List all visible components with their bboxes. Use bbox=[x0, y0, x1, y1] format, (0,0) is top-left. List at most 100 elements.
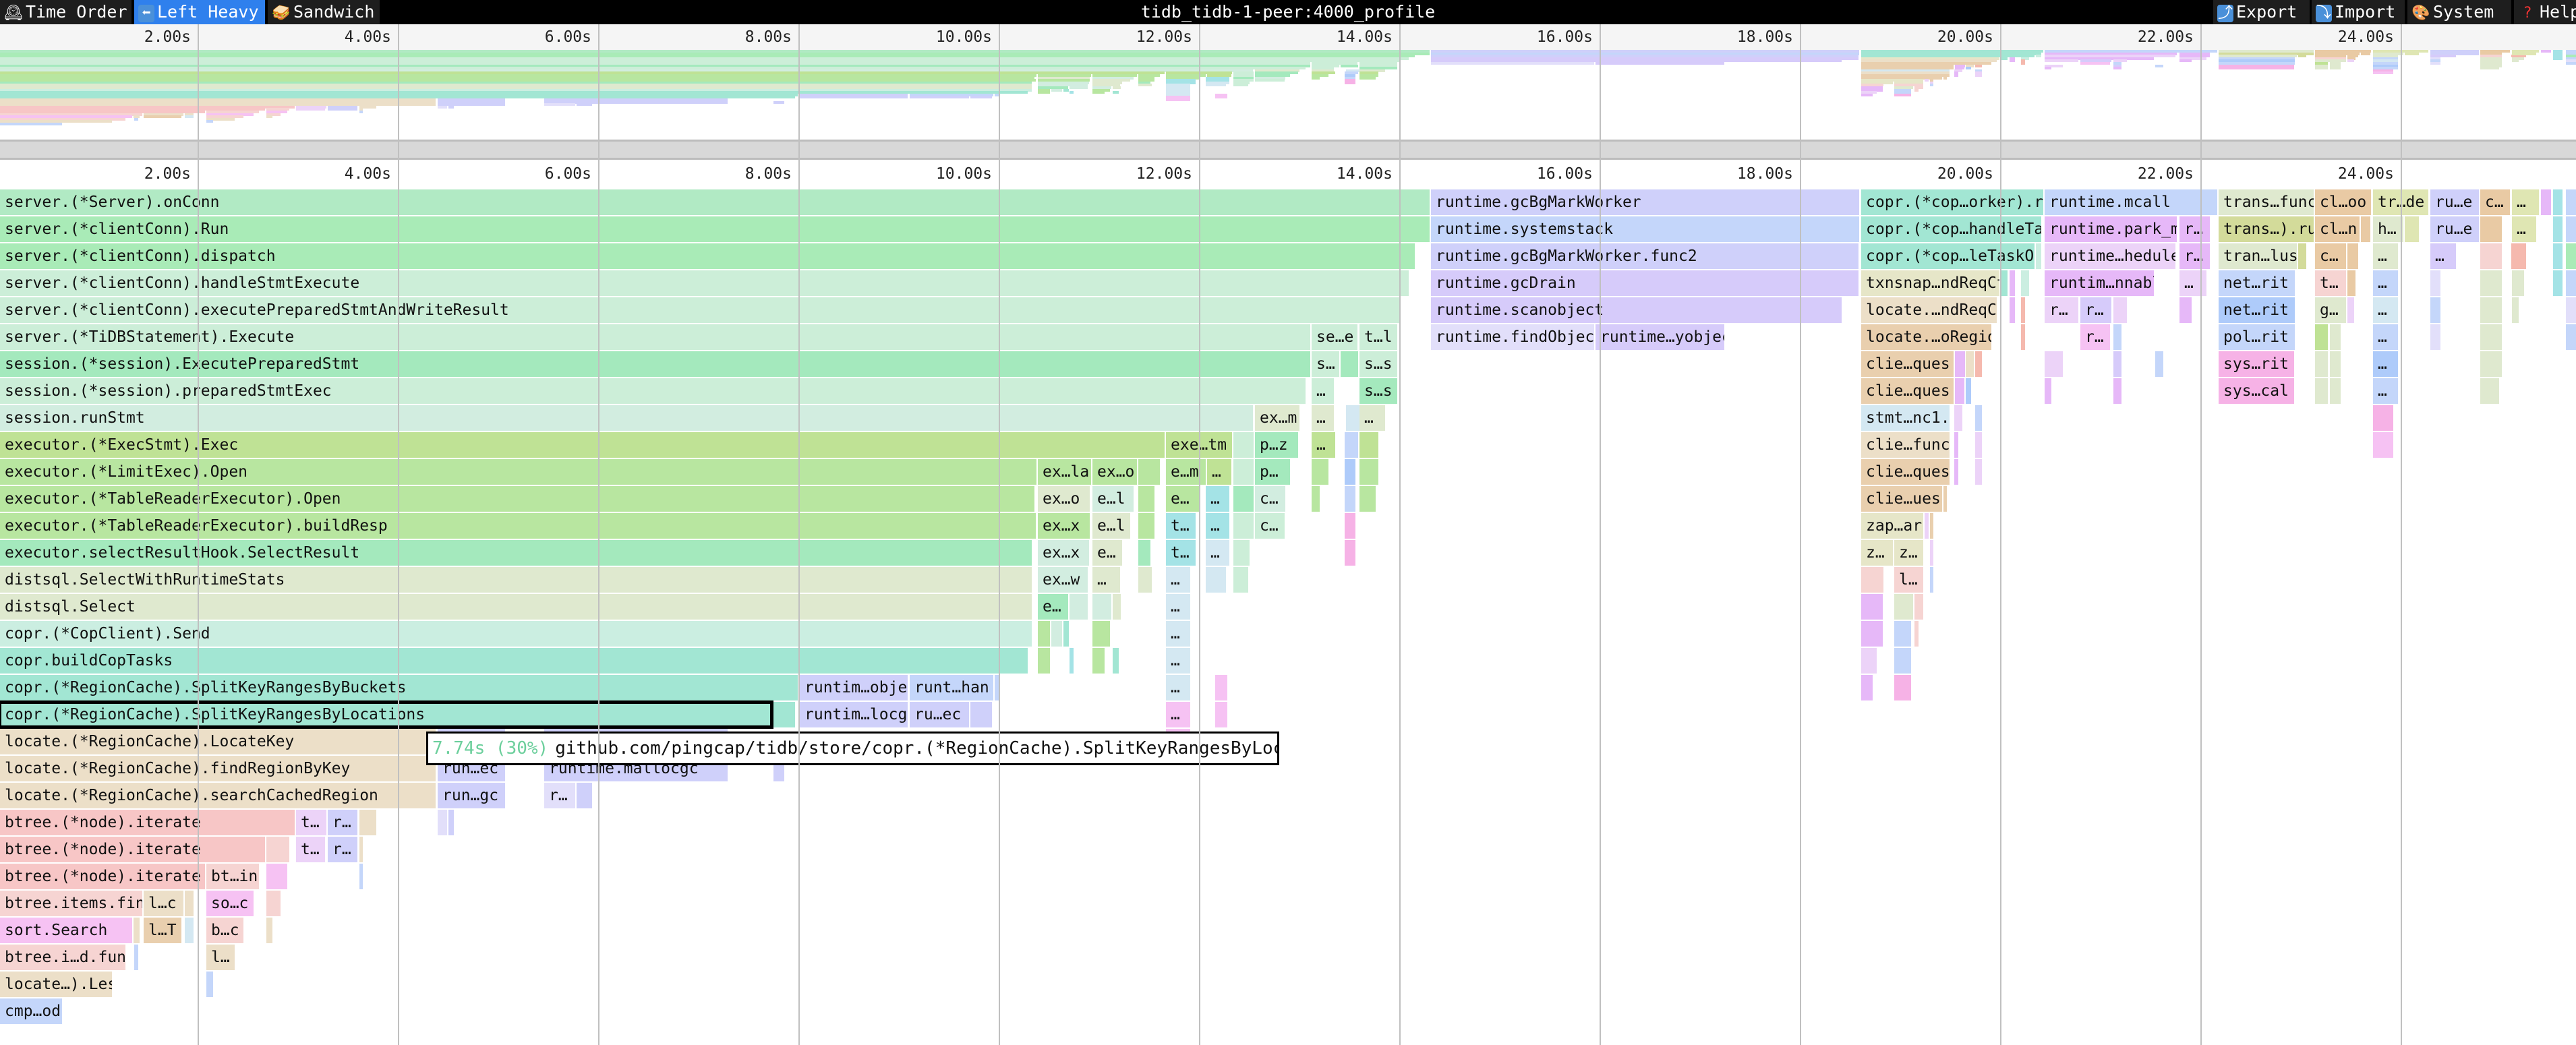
flame-frame[interactable]: p…z bbox=[1255, 432, 1298, 458]
flame-frame[interactable] bbox=[1092, 621, 1110, 647]
flame-frame[interactable] bbox=[2113, 351, 2121, 377]
flame-frame[interactable]: runtime.systemstack bbox=[1431, 216, 1859, 242]
flame-frame[interactable] bbox=[1914, 621, 1919, 647]
flame-frame[interactable] bbox=[1233, 432, 1254, 458]
flame-frame[interactable] bbox=[2361, 216, 2370, 242]
flame-frame[interactable]: l…c bbox=[144, 891, 183, 916]
flame-frame[interactable] bbox=[2566, 189, 2576, 215]
flame-frame[interactable] bbox=[1233, 540, 1250, 566]
flame-frame[interactable] bbox=[970, 702, 992, 727]
flame-frame[interactable]: server.(*clientConn).executePreparedStmt… bbox=[0, 297, 1400, 323]
flame-frame[interactable]: trans…).ru bbox=[2219, 216, 2314, 242]
flame-frame[interactable]: s…s bbox=[1359, 378, 1397, 404]
flame-frame[interactable]: p… bbox=[1255, 459, 1290, 485]
flame-frame[interactable]: e…l bbox=[1092, 486, 1134, 512]
flame-frame[interactable]: ex…o bbox=[1038, 486, 1090, 512]
flame-frame[interactable]: se…e bbox=[1312, 324, 1357, 350]
flame-frame[interactable] bbox=[2541, 189, 2551, 215]
flame-frame[interactable] bbox=[1070, 594, 1088, 620]
export-button[interactable]: ⤴ Export bbox=[2213, 0, 2310, 24]
flame-frame[interactable] bbox=[2512, 297, 2519, 323]
flame-frame[interactable]: net…rit bbox=[2219, 270, 2295, 296]
flame-frame[interactable] bbox=[1233, 513, 1254, 539]
flame-frame[interactable]: clie…ues bbox=[1861, 486, 1942, 512]
flame-frame[interactable]: executor.(*TableReaderExecutor).Open bbox=[0, 486, 1034, 512]
help-button[interactable]: ? Help bbox=[2514, 0, 2576, 24]
flame-frame[interactable] bbox=[1138, 486, 1154, 512]
flame-frame[interactable]: … bbox=[2179, 270, 2206, 296]
flame-frame[interactable] bbox=[448, 810, 454, 835]
flame-frame[interactable]: … bbox=[1166, 702, 1190, 727]
flame-frame[interactable] bbox=[2566, 243, 2576, 269]
flame-frame[interactable]: runtime…hedule bbox=[2045, 243, 2175, 269]
flame-frame[interactable] bbox=[1955, 351, 1965, 377]
tab-time-order[interactable]: 🕰 Time Order bbox=[0, 0, 131, 24]
flame-frame[interactable] bbox=[577, 783, 592, 808]
flame-frame[interactable]: e… bbox=[1166, 486, 1199, 512]
flame-frame[interactable] bbox=[1138, 513, 1154, 539]
flame-frame[interactable] bbox=[1925, 513, 1929, 539]
flame-frame[interactable] bbox=[1966, 378, 1971, 404]
flame-frame[interactable]: copr.(*cop…handleTas bbox=[1861, 216, 2041, 242]
flame-frame[interactable] bbox=[2113, 297, 2127, 323]
flame-frame[interactable] bbox=[2553, 216, 2563, 242]
flame-frame[interactable]: r… bbox=[2179, 216, 2210, 242]
flame-frame[interactable] bbox=[1894, 594, 1913, 620]
flame-frame[interactable] bbox=[2347, 297, 2354, 323]
flame-frame[interactable] bbox=[1930, 513, 1933, 539]
flame-frame[interactable]: ex…x bbox=[1038, 513, 1090, 539]
flame-frame[interactable] bbox=[2330, 378, 2341, 404]
flame-frame[interactable]: btree.(*node).iterate bbox=[0, 837, 265, 862]
flame-frame[interactable] bbox=[1051, 621, 1062, 647]
flame-frame[interactable]: clie…ques bbox=[1861, 459, 1950, 485]
flame-frame[interactable]: e… bbox=[1038, 594, 1068, 620]
flame-frame[interactable] bbox=[2347, 243, 2358, 269]
flame-frame[interactable] bbox=[1312, 459, 1328, 485]
flame-frame[interactable]: r… bbox=[2045, 297, 2078, 323]
flame-frame[interactable]: … bbox=[1312, 432, 1335, 458]
import-button[interactable]: ⤵ Import bbox=[2312, 0, 2405, 24]
flame-frame[interactable]: … bbox=[2512, 216, 2536, 242]
flame-frame[interactable]: runtim…nnabl bbox=[2045, 270, 2154, 296]
flame-frame[interactable]: ex…o bbox=[1092, 459, 1137, 485]
flame-frame[interactable] bbox=[206, 972, 213, 997]
flame-frame[interactable] bbox=[2566, 324, 2576, 350]
flame-frame[interactable] bbox=[2553, 189, 2563, 215]
flame-frame[interactable]: r… bbox=[2080, 324, 2110, 350]
flame-frame[interactable]: clie…func bbox=[1861, 432, 1950, 458]
flame-frame[interactable]: b…c bbox=[206, 918, 243, 943]
flame-frame[interactable] bbox=[359, 837, 363, 862]
flame-frame[interactable] bbox=[185, 891, 194, 916]
flame-frame[interactable] bbox=[134, 945, 138, 970]
flame-frame[interactable]: runtime.scanobject bbox=[1431, 297, 1842, 323]
flame-frame[interactable]: executor.selectResultHook.SelectResult bbox=[0, 540, 1032, 566]
flame-frame[interactable] bbox=[1138, 540, 1150, 566]
flame-frame[interactable]: s…s bbox=[1359, 351, 1397, 377]
flame-frame[interactable]: … bbox=[1312, 378, 1334, 404]
flame-frame[interactable]: … bbox=[1206, 540, 1229, 566]
flame-frame[interactable]: … bbox=[2373, 324, 2398, 350]
flame-frame[interactable] bbox=[2512, 270, 2524, 296]
flame-frame[interactable] bbox=[2113, 378, 2121, 404]
flame-frame[interactable]: r… bbox=[328, 810, 357, 835]
flame-frame[interactable]: btree.i…d.func bbox=[0, 945, 125, 970]
flame-frame[interactable]: trans…func bbox=[2219, 189, 2314, 215]
flame-frame[interactable] bbox=[1954, 432, 1958, 458]
flame-frame[interactable] bbox=[1215, 702, 1227, 727]
flame-frame[interactable] bbox=[359, 864, 363, 889]
flame-frame[interactable]: t… bbox=[296, 837, 325, 862]
flame-frame[interactable] bbox=[2330, 351, 2341, 377]
flame-frame[interactable]: ru…e bbox=[2430, 216, 2479, 242]
flame-frame[interactable]: … bbox=[1166, 567, 1190, 593]
flame-frame[interactable]: sys…rit bbox=[2219, 351, 2294, 377]
flame-frame[interactable]: t… bbox=[296, 810, 326, 835]
flame-frame[interactable] bbox=[1345, 459, 1355, 485]
flame-frame[interactable] bbox=[1894, 621, 1911, 647]
flame-frame[interactable] bbox=[1312, 486, 1320, 512]
flame-frame[interactable] bbox=[2330, 324, 2341, 350]
flame-frame[interactable] bbox=[1070, 648, 1074, 674]
flame-frame[interactable]: r… bbox=[2080, 297, 2111, 323]
flame-frame[interactable]: so…c bbox=[206, 891, 254, 916]
flame-frame[interactable] bbox=[2480, 324, 2502, 350]
flame-frame[interactable] bbox=[1914, 594, 1923, 620]
